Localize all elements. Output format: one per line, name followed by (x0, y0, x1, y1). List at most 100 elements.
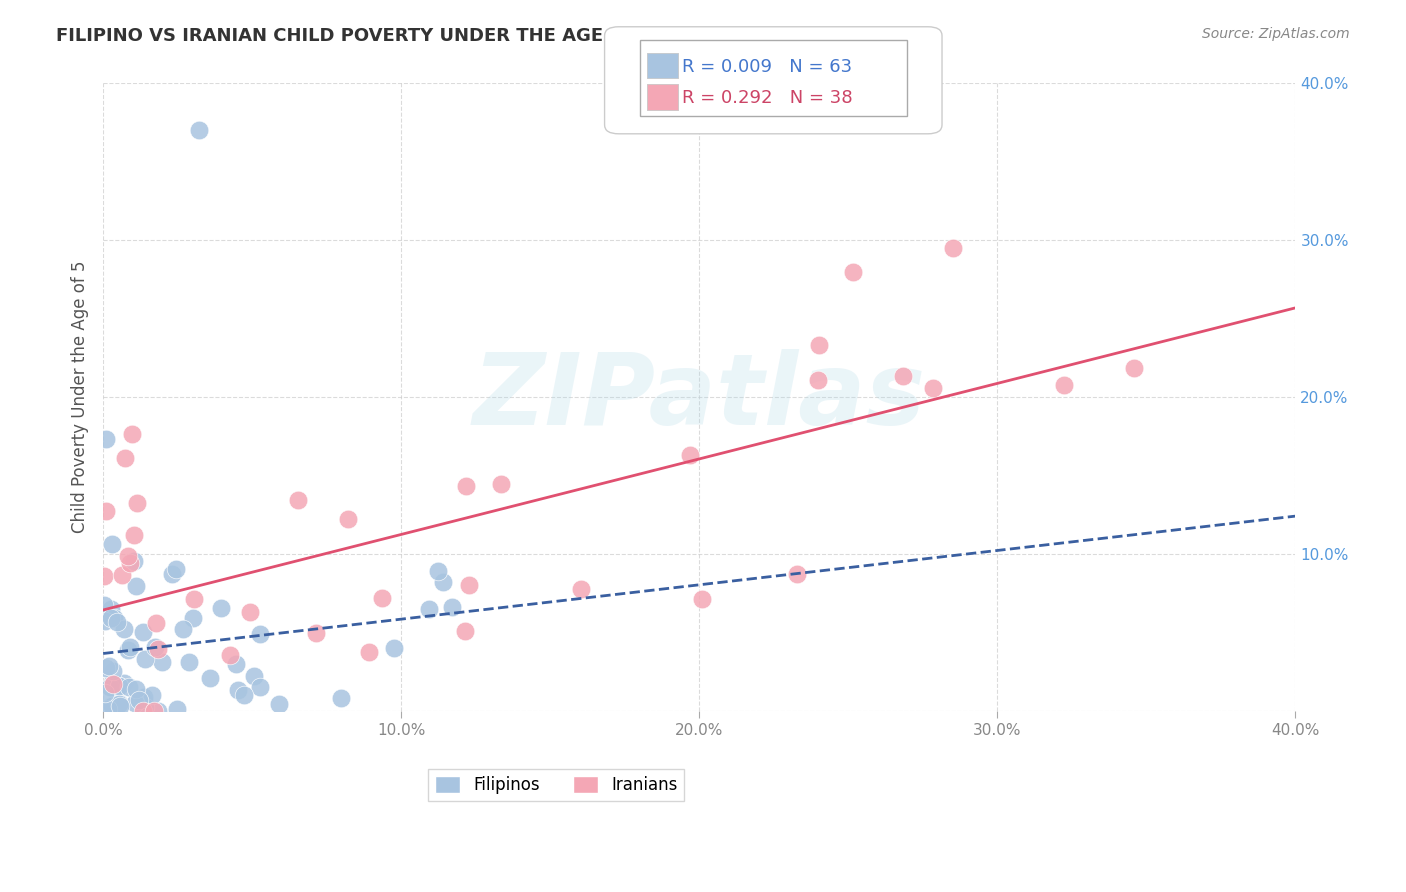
Point (125, 682, 148, 697)
Point (94, 614, 117, 628)
Text: FILIPINO VS IRANIAN CHILD POVERTY UNDER THE AGE OF 5 CORRELATION CHART: FILIPINO VS IRANIAN CHILD POVERTY UNDER … (56, 27, 877, 45)
Text: ZIPatlas: ZIPatlas (472, 349, 927, 446)
Point (101, 676, 124, 690)
Point (491, 477, 513, 491)
Point (382, 640, 405, 655)
Point (807, 373, 830, 387)
Point (97, 702, 120, 716)
Point (148, 704, 170, 718)
Point (94, 432, 117, 446)
Point (125, 495, 148, 509)
Point (243, 669, 266, 683)
Point (120, 640, 142, 655)
Point (122, 554, 145, 568)
Point (112, 676, 135, 690)
Point (105, 615, 128, 630)
Point (132, 625, 155, 640)
Point (893, 369, 915, 384)
Point (569, 582, 592, 596)
Point (134, 699, 156, 714)
Point (267, 697, 290, 711)
Point (93, 569, 115, 583)
Point (143, 640, 166, 655)
Point (249, 627, 271, 641)
Point (132, 694, 155, 708)
Point (141, 688, 163, 702)
Point (357, 645, 380, 659)
Point (330, 690, 353, 705)
Point (98, 681, 121, 695)
Point (842, 265, 865, 279)
Point (108, 696, 131, 710)
Point (125, 579, 148, 593)
Point (249, 680, 271, 694)
Point (128, 693, 150, 707)
Point (94, 661, 117, 675)
Point (457, 578, 479, 592)
Point (160, 566, 183, 581)
Point (150, 655, 173, 669)
Point (226, 683, 249, 698)
Point (101, 537, 124, 551)
Point (111, 568, 134, 582)
Point (132, 704, 155, 718)
Point (94, 504, 117, 518)
Point (101, 676, 124, 690)
Point (114, 451, 136, 466)
Point (679, 449, 702, 463)
Point (786, 566, 808, 581)
Point (440, 600, 463, 615)
Point (209, 600, 232, 615)
Point (432, 575, 454, 590)
Point (145, 615, 167, 630)
Point (453, 624, 475, 638)
Point (165, 562, 187, 576)
Point (426, 564, 449, 578)
Text: R = 0.292   N = 38: R = 0.292 N = 38 (682, 89, 852, 107)
Point (134, 690, 156, 704)
Point (143, 704, 166, 718)
Point (100, 698, 122, 713)
Point (456, 479, 478, 493)
Point (118, 556, 141, 570)
Point (118, 680, 141, 694)
Point (239, 605, 262, 619)
Point (942, 241, 965, 255)
Point (107, 679, 129, 693)
Point (93, 598, 115, 612)
Point (305, 625, 328, 640)
Point (336, 512, 359, 526)
Point (172, 622, 194, 636)
Legend: Filipinos, Iranians: Filipinos, Iranians (427, 770, 685, 801)
Point (690, 592, 713, 607)
Point (166, 702, 188, 716)
Text: R = 0.009   N = 63: R = 0.009 N = 63 (682, 58, 852, 76)
Point (807, 337, 830, 351)
Point (103, 611, 125, 625)
Point (100, 602, 122, 616)
Point (1122, 361, 1144, 376)
Point (371, 591, 394, 605)
Point (287, 493, 309, 508)
Point (117, 549, 139, 564)
Point (232, 688, 254, 702)
Point (1053, 377, 1076, 392)
Point (124, 696, 146, 710)
Point (225, 657, 247, 672)
Point (200, 671, 222, 685)
Point (122, 528, 145, 542)
Point (418, 601, 440, 615)
Point (179, 655, 201, 669)
Point (187, 123, 209, 137)
Point (146, 642, 169, 657)
Point (93, 686, 115, 700)
Point (108, 698, 131, 713)
Point (108, 697, 131, 711)
Point (97, 659, 120, 673)
Point (100, 611, 122, 625)
Text: Source: ZipAtlas.com: Source: ZipAtlas.com (1202, 27, 1350, 41)
Point (107, 679, 129, 693)
Point (121, 427, 143, 442)
Point (219, 648, 242, 663)
Point (117, 642, 139, 657)
